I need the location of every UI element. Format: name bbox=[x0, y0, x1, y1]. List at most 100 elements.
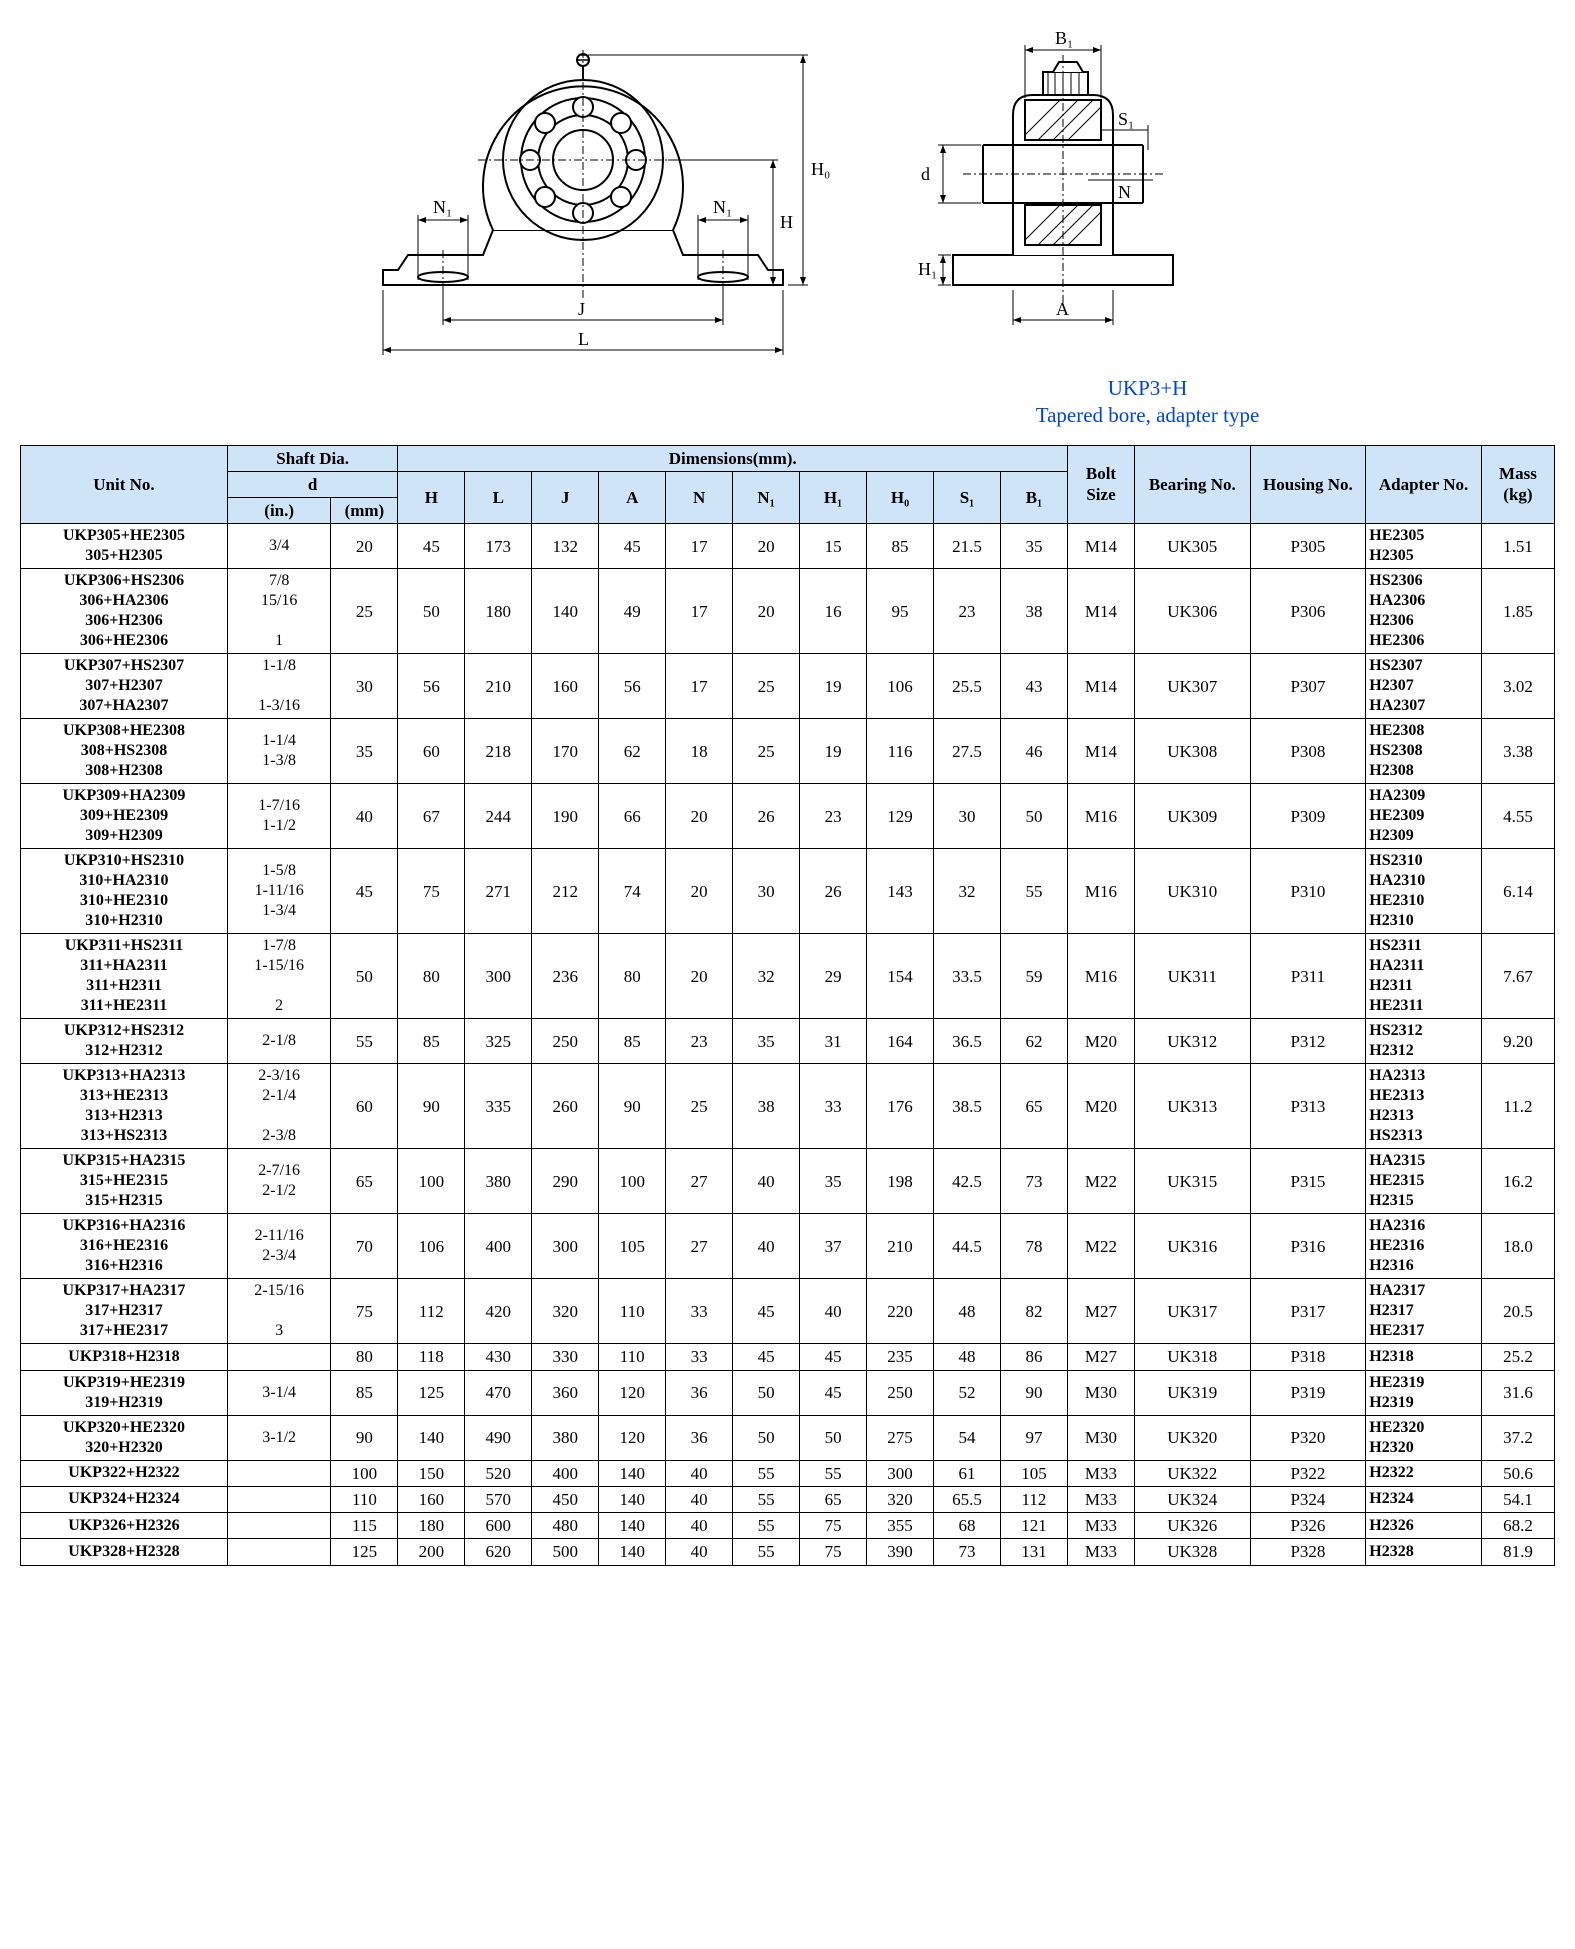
cell-N: 17 bbox=[666, 569, 733, 654]
cell-S1: 33.5 bbox=[934, 934, 1001, 1019]
cell-A: 100 bbox=[599, 1149, 666, 1214]
cell-A: 74 bbox=[599, 849, 666, 934]
cell-B1: 50 bbox=[1000, 784, 1067, 849]
cell-bolt: M33 bbox=[1068, 1539, 1135, 1565]
cell-adapter: HA2313 HE2313 H2313 HS2313 bbox=[1366, 1064, 1482, 1149]
cell-unit: UKP305+HE2305 305+H2305 bbox=[21, 524, 228, 569]
cell-adapter: HS2311 HA2311 H2311 HE2311 bbox=[1366, 934, 1482, 1019]
cell-N: 27 bbox=[666, 1149, 733, 1214]
cell-bearing: UK326 bbox=[1134, 1513, 1250, 1539]
col-in: (in.) bbox=[227, 498, 330, 524]
cell-bolt: M14 bbox=[1068, 654, 1135, 719]
cell-bearing: UK316 bbox=[1134, 1214, 1250, 1279]
cell-in bbox=[227, 1513, 330, 1539]
cell-B1: 35 bbox=[1000, 524, 1067, 569]
label-s1: S₁ bbox=[1118, 109, 1134, 129]
table-row: UKP305+HE2305 305+H23053/420451731324517… bbox=[21, 524, 1555, 569]
cell-B1: 90 bbox=[1000, 1370, 1067, 1415]
cell-H0: 235 bbox=[867, 1344, 934, 1370]
cell-unit: UKP317+HA2317 317+H2317 317+HE2317 bbox=[21, 1279, 228, 1344]
cell-N1: 25 bbox=[733, 719, 800, 784]
col-bearing: Bearing No. bbox=[1134, 445, 1250, 524]
cell-in: 3/4 bbox=[227, 524, 330, 569]
cell-N: 20 bbox=[666, 934, 733, 1019]
cell-J: 360 bbox=[532, 1370, 599, 1415]
cell-N1: 20 bbox=[733, 524, 800, 569]
cell-adapter: H2328 bbox=[1366, 1539, 1482, 1565]
col-shaft: Shaft Dia. bbox=[227, 445, 397, 471]
table-row: UKP307+HS2307 307+H2307 307+HA23071-1/8 … bbox=[21, 654, 1555, 719]
cell-B1: 46 bbox=[1000, 719, 1067, 784]
cell-N1: 35 bbox=[733, 1019, 800, 1064]
cell-N1: 50 bbox=[733, 1415, 800, 1460]
table-row: UKP316+HA2316 316+HE2316 316+H23162-11/1… bbox=[21, 1214, 1555, 1279]
cell-S1: 21.5 bbox=[934, 524, 1001, 569]
cell-H: 60 bbox=[398, 719, 465, 784]
cell-bearing: UK310 bbox=[1134, 849, 1250, 934]
cell-in bbox=[227, 1460, 330, 1486]
cell-bearing: UK317 bbox=[1134, 1279, 1250, 1344]
cell-N: 17 bbox=[666, 654, 733, 719]
cell-bearing: UK324 bbox=[1134, 1486, 1250, 1512]
cell-J: 260 bbox=[532, 1064, 599, 1149]
cell-mass: 18.0 bbox=[1481, 1214, 1554, 1279]
cell-N1: 55 bbox=[733, 1539, 800, 1565]
cell-in: 3-1/4 bbox=[227, 1370, 330, 1415]
cell-J: 330 bbox=[532, 1344, 599, 1370]
cell-S1: 54 bbox=[934, 1415, 1001, 1460]
cell-bearing: UK319 bbox=[1134, 1370, 1250, 1415]
cell-mm: 35 bbox=[331, 719, 398, 784]
cell-in bbox=[227, 1486, 330, 1512]
cell-A: 105 bbox=[599, 1214, 666, 1279]
table-row: UKP322+H23221001505204001404055553006110… bbox=[21, 1460, 1555, 1486]
cell-H1: 45 bbox=[800, 1344, 867, 1370]
cell-J: 190 bbox=[532, 784, 599, 849]
cell-housing: P310 bbox=[1250, 849, 1366, 934]
cell-N: 20 bbox=[666, 849, 733, 934]
table-row: UKP312+HS2312 312+H23122-1/8558532525085… bbox=[21, 1019, 1555, 1064]
cell-adapter: HA2309 HE2309 H2309 bbox=[1366, 784, 1482, 849]
cell-N: 33 bbox=[666, 1279, 733, 1344]
cell-H0: 210 bbox=[867, 1214, 934, 1279]
col-H: H bbox=[398, 471, 465, 524]
cell-S1: 68 bbox=[934, 1513, 1001, 1539]
cell-L: 600 bbox=[465, 1513, 532, 1539]
cell-N1: 32 bbox=[733, 934, 800, 1019]
cell-N1: 30 bbox=[733, 849, 800, 934]
cell-H1: 75 bbox=[800, 1539, 867, 1565]
cell-unit: UKP308+HE2308 308+HS2308 308+H2308 bbox=[21, 719, 228, 784]
cell-adapter: HE2308 HS2308 H2308 bbox=[1366, 719, 1482, 784]
cell-bolt: M22 bbox=[1068, 1214, 1135, 1279]
cell-L: 620 bbox=[465, 1539, 532, 1565]
table-row: UKP318+H2318801184303301103345452354886M… bbox=[21, 1344, 1555, 1370]
cell-N1: 45 bbox=[733, 1344, 800, 1370]
cell-H: 100 bbox=[398, 1149, 465, 1214]
cell-mass: 50.6 bbox=[1481, 1460, 1554, 1486]
cell-H: 106 bbox=[398, 1214, 465, 1279]
cell-L: 300 bbox=[465, 934, 532, 1019]
cell-mass: 81.9 bbox=[1481, 1539, 1554, 1565]
cell-in: 2-1/8 bbox=[227, 1019, 330, 1064]
table-row: UKP317+HA2317 317+H2317 317+HE23172-15/1… bbox=[21, 1279, 1555, 1344]
cell-S1: 44.5 bbox=[934, 1214, 1001, 1279]
cell-N1: 26 bbox=[733, 784, 800, 849]
cell-B1: 86 bbox=[1000, 1344, 1067, 1370]
cell-mass: 4.55 bbox=[1481, 784, 1554, 849]
cell-unit: UKP311+HS2311 311+HA2311 311+H2311 311+H… bbox=[21, 934, 228, 1019]
cell-A: 120 bbox=[599, 1415, 666, 1460]
cell-housing: P318 bbox=[1250, 1344, 1366, 1370]
cell-unit: UKP328+H2328 bbox=[21, 1539, 228, 1565]
cell-J: 500 bbox=[532, 1539, 599, 1565]
cell-S1: 73 bbox=[934, 1539, 1001, 1565]
cell-A: 45 bbox=[599, 524, 666, 569]
cell-N: 33 bbox=[666, 1344, 733, 1370]
cell-bearing: UK315 bbox=[1134, 1149, 1250, 1214]
cell-unit: UKP319+HE2319 319+H2319 bbox=[21, 1370, 228, 1415]
cell-mass: 31.6 bbox=[1481, 1370, 1554, 1415]
cell-mm: 80 bbox=[331, 1344, 398, 1370]
cell-H0: 320 bbox=[867, 1486, 934, 1512]
table-body: UKP305+HE2305 305+H23053/420451731324517… bbox=[21, 524, 1555, 1565]
table-row: UKP319+HE2319 319+H23193-1/4851254703601… bbox=[21, 1370, 1555, 1415]
cell-mass: 6.14 bbox=[1481, 849, 1554, 934]
cell-S1: 52 bbox=[934, 1370, 1001, 1415]
